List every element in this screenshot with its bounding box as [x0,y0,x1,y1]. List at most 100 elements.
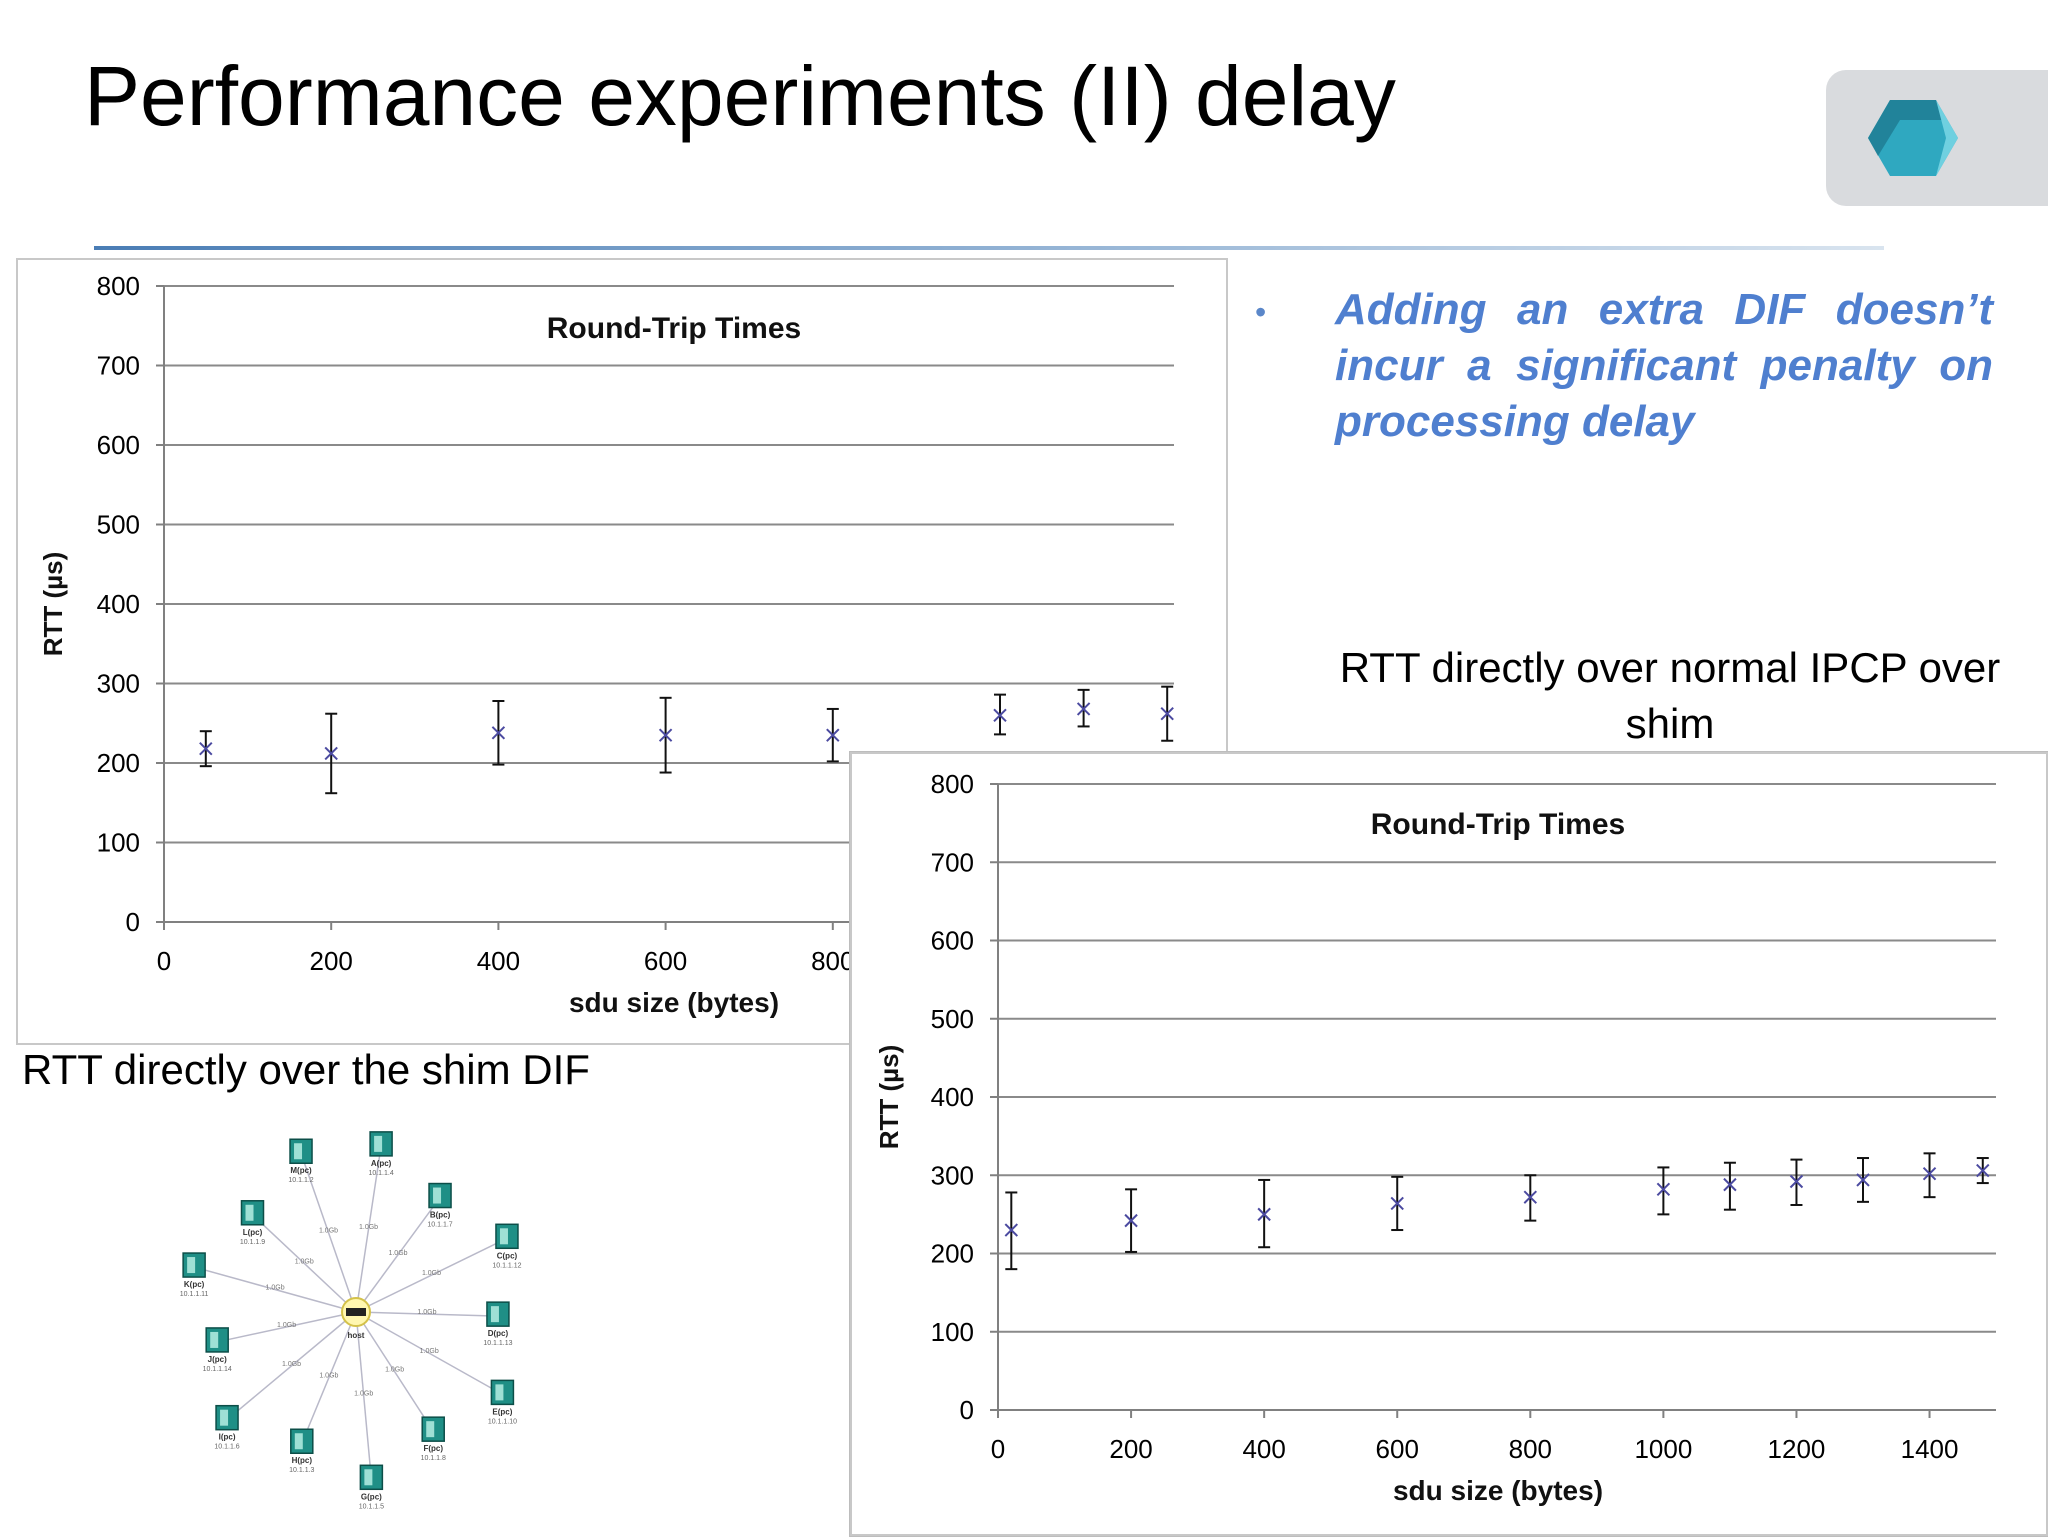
y-tick-label: 300 [931,1160,974,1190]
node-ip: 10.1.1.9 [240,1239,265,1246]
link-label: 1.0Gb [422,1270,441,1277]
y-axis-label: RTT (µs) [874,1045,904,1150]
computer-icon-screen [187,1257,196,1274]
data-point-stroke [993,708,1007,723]
chart-right-svg: 0 100 200 300 400 500 600 700 800 0 200 400 600 800 10… [874,769,1996,1506]
node-name: M(pc) [290,1166,312,1175]
node-ip: 10.1.1.11 [180,1291,209,1298]
link-label: 1.0Gb [319,1228,338,1235]
topology-node: C(pc) 10.1.1.12 [492,1223,522,1269]
y-tick-label: 500 [931,1004,974,1034]
node-name: E(pc) [492,1407,512,1416]
link-label: 1.0Gb [282,1361,301,1368]
x-tick-label: 400 [1242,1434,1285,1464]
topology-link [355,1145,382,1313]
link-label: 1.0Gb [354,1391,373,1398]
computer-icon-screen [294,1143,303,1160]
y-tick-label: 800 [97,271,140,301]
node-ip: 10.1.1.3 [289,1467,314,1474]
data-point-stroke [826,728,840,742]
data-point-stroke [1656,1182,1671,1197]
data-point [658,728,673,742]
y-tick-label: 600 [931,926,974,956]
topology-link [355,1311,434,1432]
topology-link [355,1311,498,1317]
y-tick-label: 600 [97,430,140,460]
data-point [1160,707,1174,721]
x-tick-label: 1400 [1901,1434,1959,1464]
link-label: 1.0Gb [277,1322,296,1329]
topology-node: B(pc) 10.1.1.7 [427,1182,453,1229]
y-tick-label: 0 [126,907,140,937]
topology-node: F(pc) 10.1.1.8 [421,1416,446,1462]
bullet-marker: • [1255,294,1267,330]
topology-link [355,1197,441,1313]
hexagon-logo-icon [1868,100,1958,176]
node-name: F(pc) [423,1444,443,1453]
topology-node: K(pc) 10.1.1.11 [180,1252,209,1298]
computer-icon-screen [210,1331,219,1348]
node-ip: 10.1.1.2 [288,1177,313,1184]
data-point-stroke [324,746,338,761]
y-tick-label: 800 [931,769,974,799]
data-point-stroke [1004,1223,1019,1237]
data-point [826,728,840,742]
node-ip: 10.1.1.4 [368,1170,393,1177]
node-ip: 10.1.1.10 [488,1418,517,1425]
x-tick-label: 400 [477,946,520,976]
node-ip: 10.1.1.14 [203,1366,232,1373]
x-tick-label: 200 [310,946,353,976]
x-axis-label: sdu size (bytes) [569,987,779,1018]
link-label: 1.0Gb [420,1348,439,1355]
topology-node: I(pc) 10.1.1.6 [214,1404,240,1451]
x-tick-label: 0 [157,946,171,976]
topology-node: H(pc) 10.1.1.3 [289,1428,315,1474]
data-point [1004,1223,1019,1237]
y-tick-label: 700 [97,351,140,381]
x-tick-label: 600 [1376,1434,1419,1464]
x-tick-label: 800 [1509,1434,1552,1464]
computer-icon-screen [294,1433,303,1450]
topology-link [355,1311,373,1480]
data-point-stroke [1856,1173,1870,1187]
topology-node: G(pc) 10.1.1.5 [359,1464,384,1510]
link-label: 1.0Gb [319,1373,338,1380]
x-tick-label: 1200 [1768,1434,1826,1464]
data-point-stroke [1124,1213,1138,1228]
chart-title: Round-Trip Times [547,312,801,345]
x-axis-label: sdu size (bytes) [1393,1475,1603,1506]
data-point-stroke [1257,1207,1271,1222]
computer-icon-screen [364,1469,373,1486]
data-point [1856,1173,1870,1187]
node-name: I(pc) [219,1433,236,1442]
computer-icon-screen [220,1409,229,1426]
caption-left: RTT directly over the shim DIF [22,1046,590,1093]
node-name: A(pc) [371,1159,392,1168]
y-tick-label: 100 [97,828,140,858]
topology-link [193,1266,357,1313]
topology-link [355,1237,508,1313]
node-name: B(pc) [430,1211,451,1220]
computer-icon-screen [490,1306,499,1323]
topology-link [226,1311,357,1421]
link-label: 1.0Gb [359,1224,378,1231]
topology-node: A(pc) 10.1.1.4 [368,1131,394,1177]
data-point [1922,1166,1937,1181]
data-point-stroke [1976,1163,1990,1178]
link-label: 1.0Gb [295,1258,314,1265]
bullet-text: Adding an extra DIF doesn’t incur a sign… [1335,285,1993,446]
data-point-stroke [1789,1174,1804,1189]
data-point [993,708,1007,723]
link-label: 1.0Gb [385,1367,404,1374]
topology-link [301,1311,357,1444]
x-tick-label: 800 [811,946,854,976]
computer-icon-screen [495,1384,504,1401]
link-label: 1.0Gb [388,1250,407,1257]
data-point [1257,1207,1271,1222]
node-name: D(pc) [488,1329,509,1338]
node-ip: 10.1.1.13 [483,1340,512,1347]
computer-icon-screen [433,1187,442,1204]
node-name: C(pc) [497,1251,518,1260]
data-point [199,741,213,756]
topology-link [300,1153,357,1313]
